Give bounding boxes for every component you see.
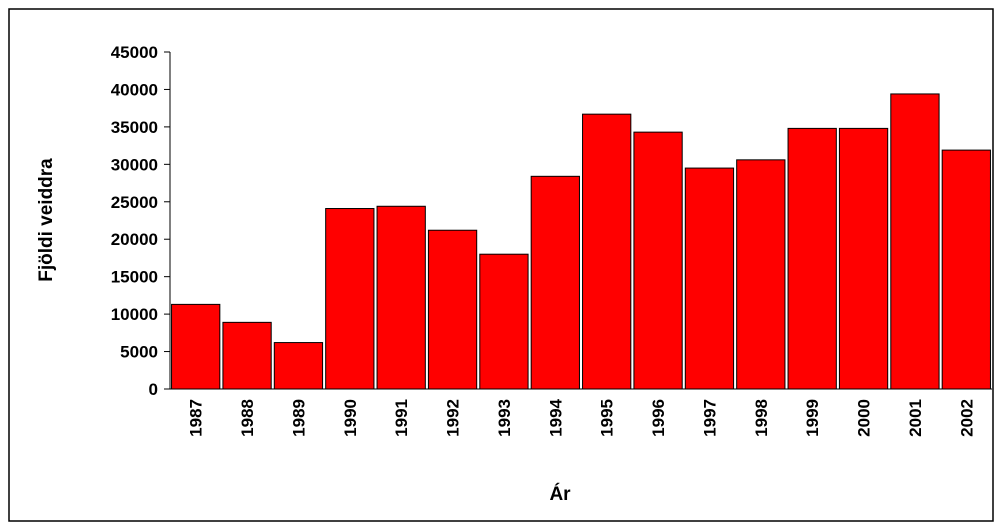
y-tick-label: 40000 [111,80,158,99]
bar [736,159,786,390]
bar [633,131,683,390]
x-tick-label: 1997 [700,399,719,437]
bar [479,253,529,390]
y-tick-label: 5000 [120,343,158,362]
bar [684,167,735,390]
x-tick-label: 1993 [495,399,514,437]
y-tick-label: 45000 [111,43,158,62]
bar [376,205,426,390]
bar [427,229,478,390]
bar [171,303,221,390]
y-tick-label: 25000 [111,193,158,212]
x-tick-label: 1998 [752,399,771,437]
y-axis-title: Fjöldi veiddra [36,158,57,282]
bar [838,127,889,390]
x-tick-label: 1999 [803,399,822,437]
x-tick-label: 2000 [855,399,874,437]
x-tick-label: 1992 [444,399,463,437]
x-tick-label: 1989 [289,399,308,437]
bar [325,208,375,390]
x-tick-label: 2002 [957,399,976,437]
bar [941,149,991,390]
bar [273,342,324,390]
y-tick-label: 15000 [111,268,158,287]
x-tick-label: 1990 [341,399,360,437]
bar [582,113,632,390]
bar [787,127,837,390]
y-tick-label: 0 [149,380,158,399]
x-tick-label: 1994 [546,398,565,436]
x-tick-label: 1987 [187,399,206,437]
x-tick-label: 1996 [649,399,668,437]
bar [222,321,272,390]
y-tick-label: 30000 [111,155,158,174]
bar [890,93,940,390]
y-tick-label: 35000 [111,118,158,137]
x-tick-label: 1991 [392,399,411,437]
y-tick-label: 10000 [111,305,158,324]
bar [530,175,580,390]
x-axis-title: Ár [549,483,571,505]
x-tick-label: 2001 [906,399,925,437]
y-tick-label: 20000 [111,230,158,249]
x-tick-label: 1988 [238,399,257,437]
x-tick-label: 1995 [598,399,617,437]
